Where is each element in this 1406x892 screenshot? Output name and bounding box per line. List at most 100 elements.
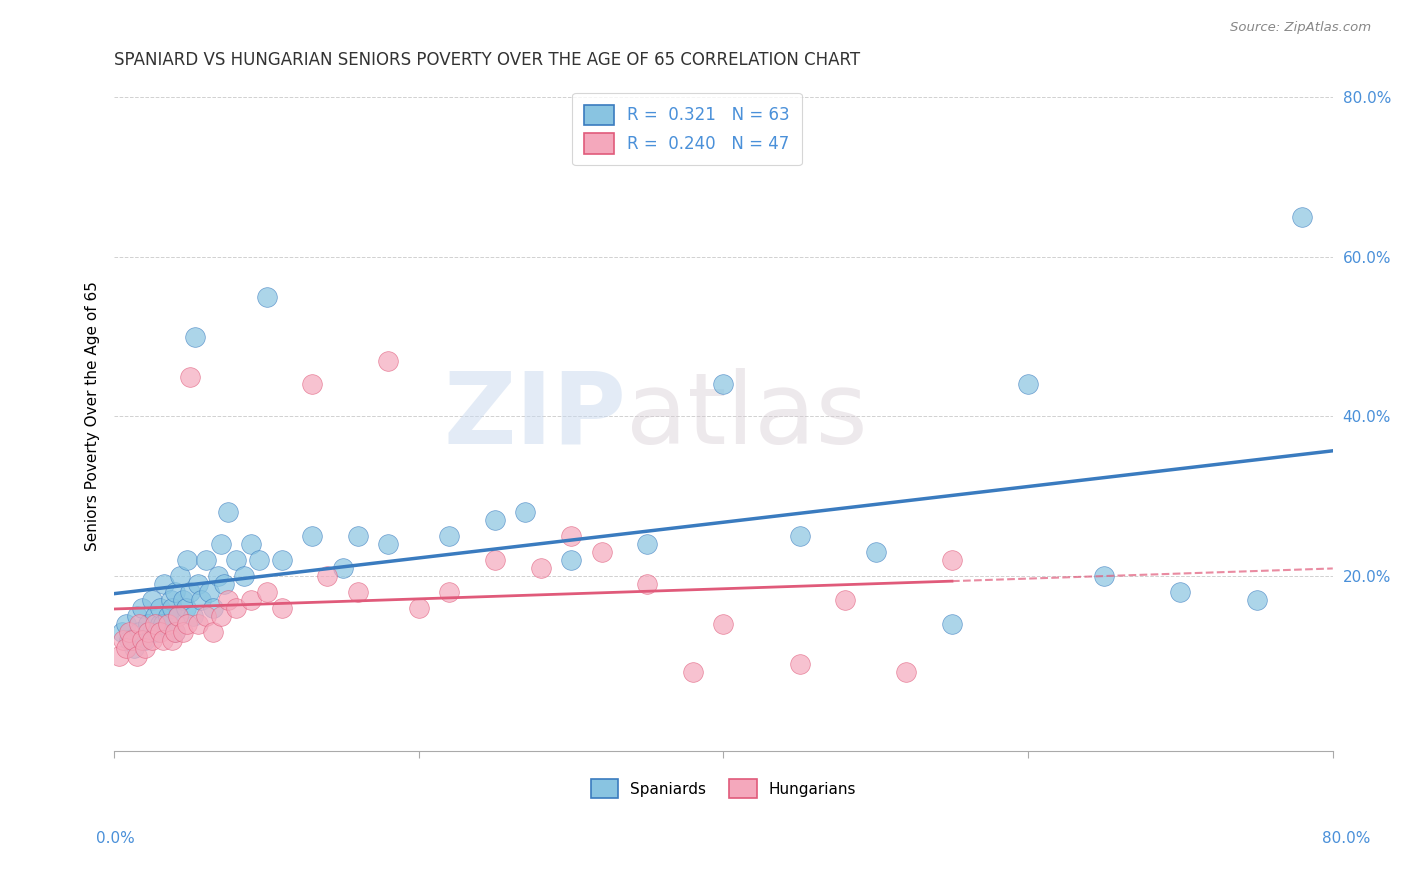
Point (156, 616, 179, 631)
Point (225, 553, 247, 567)
Point (176, 553, 198, 567)
Point (121, 632, 143, 647)
Point (128, 624, 150, 639)
Point (202, 600, 225, 615)
Point (240, 537, 263, 551)
Point (256, 585, 278, 599)
Point (194, 553, 217, 567)
Point (134, 640, 156, 655)
Point (141, 593, 163, 607)
Point (153, 577, 176, 591)
Point (125, 648, 148, 663)
Point (172, 624, 194, 639)
Point (115, 616, 138, 631)
Point (209, 537, 232, 551)
Point (131, 632, 153, 647)
Point (197, 585, 219, 599)
Point (152, 616, 174, 631)
Point (377, 353, 399, 368)
Point (347, 529, 370, 543)
Point (834, 593, 856, 607)
Point (136, 624, 159, 639)
Point (316, 569, 339, 583)
Text: ZIP: ZIP (443, 368, 626, 465)
Point (240, 593, 263, 607)
Point (146, 624, 169, 639)
Point (789, 529, 811, 543)
Point (439, 529, 461, 543)
Point (167, 608, 190, 623)
Point (141, 632, 163, 647)
Point (149, 600, 172, 615)
Point (184, 329, 207, 343)
Point (713, 377, 735, 392)
Point (713, 616, 735, 631)
Point (174, 600, 197, 615)
Point (134, 632, 156, 647)
Point (128, 616, 150, 631)
Point (1017, 377, 1039, 392)
Point (179, 585, 201, 599)
Point (789, 657, 811, 671)
Point (212, 577, 235, 591)
Point (187, 616, 209, 631)
Point (136, 616, 159, 631)
Point (865, 545, 887, 559)
Point (172, 593, 194, 607)
Point (1170, 585, 1192, 599)
Point (209, 608, 232, 623)
Point (896, 665, 918, 679)
Point (160, 600, 183, 615)
Point (377, 537, 399, 551)
Point (167, 608, 190, 623)
Point (682, 665, 704, 679)
Point (202, 624, 225, 639)
Point (112, 632, 135, 647)
Point (187, 577, 209, 591)
Point (143, 616, 166, 631)
Text: atlas: atlas (626, 368, 868, 465)
Point (165, 585, 187, 599)
Point (225, 600, 247, 615)
Point (408, 600, 430, 615)
Text: 80.0%: 80.0% (1323, 831, 1371, 846)
Point (194, 608, 217, 623)
Point (118, 632, 141, 647)
Point (270, 600, 292, 615)
Point (347, 585, 370, 599)
Point (190, 593, 212, 607)
Y-axis label: Seniors Poverty Over the Age of 65: Seniors Poverty Over the Age of 65 (86, 282, 100, 551)
Point (232, 569, 254, 583)
Point (217, 505, 239, 519)
Point (141, 624, 163, 639)
Point (1092, 569, 1115, 583)
Point (169, 569, 191, 583)
Point (332, 561, 354, 575)
Point (149, 616, 172, 631)
Point (941, 616, 963, 631)
Point (1291, 210, 1313, 224)
Point (256, 290, 278, 304)
Point (484, 513, 506, 527)
Point (176, 616, 198, 631)
Text: SPANIARD VS HUNGARIAN SENIORS POVERTY OVER THE AGE OF 65 CORRELATION CHART: SPANIARD VS HUNGARIAN SENIORS POVERTY OV… (114, 51, 860, 69)
Point (207, 569, 229, 583)
Text: 0.0%: 0.0% (96, 831, 135, 846)
Point (530, 561, 553, 575)
Point (152, 632, 174, 647)
Point (179, 369, 201, 384)
Point (439, 585, 461, 599)
Point (247, 553, 270, 567)
Point (131, 600, 153, 615)
Legend: Spaniards, Hungarians: Spaniards, Hungarians (585, 773, 862, 804)
Point (159, 593, 181, 607)
Text: Source: ZipAtlas.com: Source: ZipAtlas.com (1230, 21, 1371, 34)
Point (115, 640, 138, 655)
Point (118, 624, 141, 639)
Point (270, 553, 292, 567)
Point (165, 624, 187, 639)
Point (1246, 593, 1268, 607)
Point (122, 640, 145, 655)
Point (591, 545, 613, 559)
Point (484, 553, 506, 567)
